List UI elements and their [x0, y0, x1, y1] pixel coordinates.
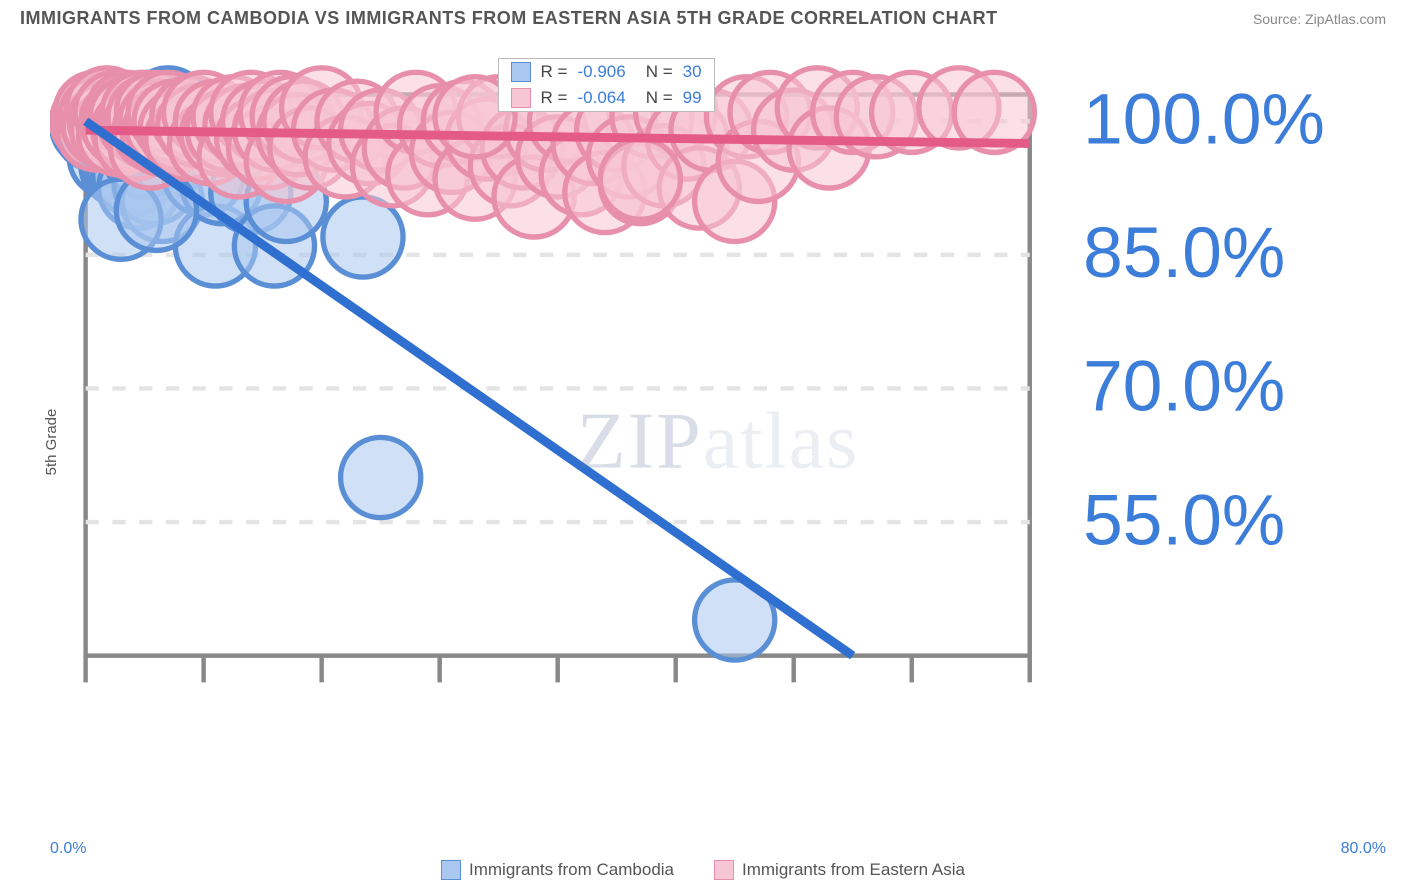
stat-swatch: [511, 88, 531, 108]
correlation-stats-box: R =-0.906N =30R =-0.064N =99: [498, 58, 715, 112]
legend-item-series2: Immigrants from Eastern Asia: [714, 860, 965, 880]
legend-swatch-series2: [714, 860, 734, 880]
svg-text:100.0%: 100.0%: [1083, 80, 1325, 160]
stat-row: R =-0.906N =30: [499, 59, 714, 85]
bottom-legend: Immigrants from Cambodia Immigrants from…: [0, 860, 1406, 880]
legend-item-series1: Immigrants from Cambodia: [441, 860, 674, 880]
scatter-plot: 55.0% 70.0% 85.0% 100.0%: [50, 50, 1386, 718]
x-max-label: 80.0%: [1341, 840, 1386, 858]
x-min-label: 0.0%: [50, 840, 86, 858]
stat-swatch: [511, 62, 531, 82]
chart-title: IMMIGRANTS FROM CAMBODIA VS IMMIGRANTS F…: [20, 8, 998, 29]
svg-text:85.0%: 85.0%: [1083, 213, 1285, 293]
source-label: Source: ZipAtlas.com: [1253, 11, 1386, 27]
source-name: ZipAtlas.com: [1305, 11, 1386, 27]
legend-swatch-series1: [441, 860, 461, 880]
stat-row: R =-0.064N =99: [499, 85, 714, 111]
svg-text:70.0%: 70.0%: [1083, 347, 1285, 427]
svg-text:55.0%: 55.0%: [1083, 480, 1285, 560]
x-axis-extents: 0.0% 80.0%: [50, 840, 1386, 858]
header: IMMIGRANTS FROM CAMBODIA VS IMMIGRANTS F…: [0, 0, 1406, 33]
chart-area: 5th Grade 55.0%70.0%85.0%100.0% ZIPatlas…: [50, 50, 1386, 834]
